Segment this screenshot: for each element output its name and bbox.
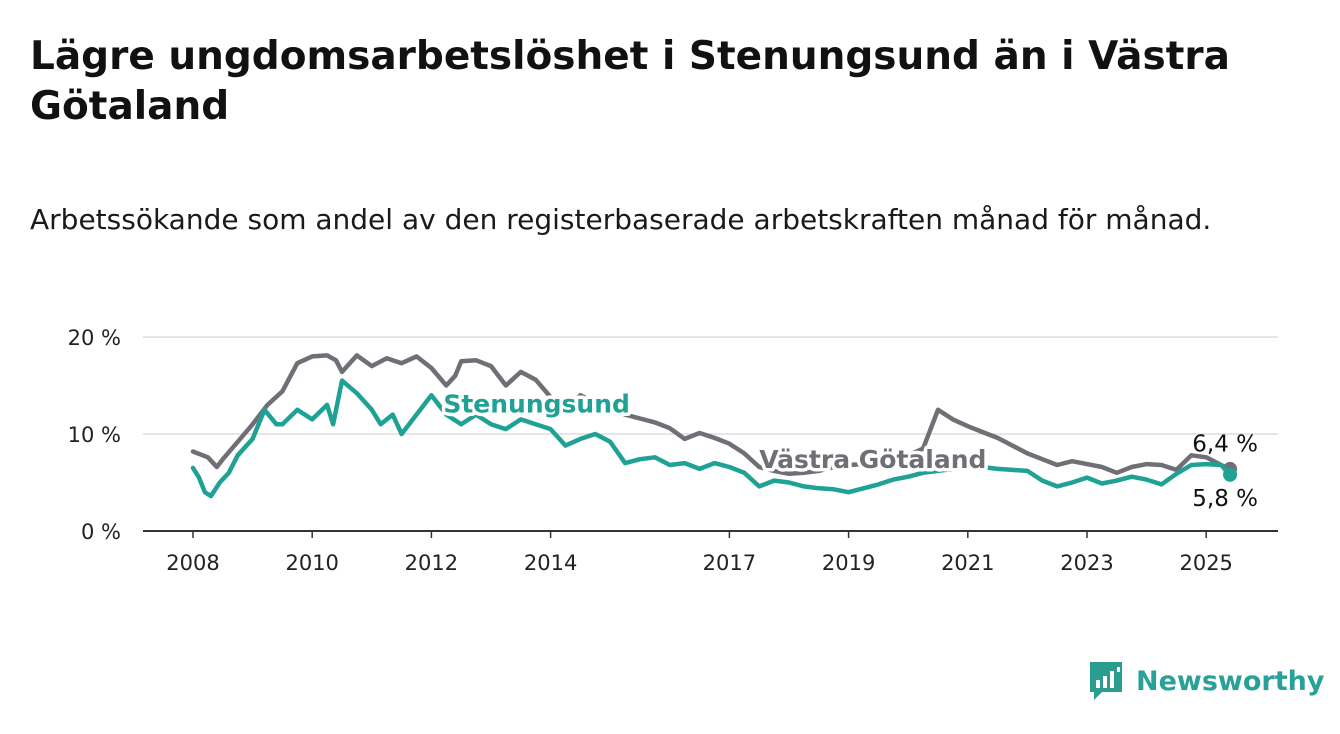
series-label-vastra-gotaland: Västra Götaland <box>759 445 986 474</box>
y-tick-label: 10 % <box>68 423 121 447</box>
x-axis-ticks: 2008 2010 2012 2014 2017 2019 2021 2023 2025 <box>166 531 1233 575</box>
x-tick-label: 2023 <box>1060 551 1113 575</box>
y-tick-label: 20 % <box>68 326 121 350</box>
series-line-stenungsund <box>190 378 1233 499</box>
newsworthy-logo: Newsworthy <box>1088 660 1324 702</box>
series-line-vastra-gotaland <box>190 353 1233 477</box>
y-tick-label: 0 % <box>81 520 121 544</box>
brand-name: Newsworthy <box>1136 665 1325 697</box>
end-point-stenungsund <box>1223 467 1238 482</box>
x-tick-label: 2017 <box>703 551 756 575</box>
grid-lines <box>143 336 1278 435</box>
x-tick-label: 2021 <box>941 551 994 575</box>
x-tick-label: 2012 <box>405 551 458 575</box>
y-axis-ticks: 0 % 10 % 20 % <box>68 326 121 544</box>
series-label-stenungsund: Stenungsund <box>443 390 630 419</box>
bar-chart-speech-bubble-icon <box>1090 662 1122 700</box>
end-value-label-stenungsund: 5,8 % <box>1192 486 1258 512</box>
chart-subtitle: Arbetssökande som andel av den registerb… <box>30 203 1212 236</box>
x-tick-label: 2019 <box>822 551 875 575</box>
end-value-label-vastra-gotaland: 6,4 % <box>1192 431 1258 457</box>
series-lines <box>190 353 1238 499</box>
chart-title: Lägre ungdomsarbetslöshet i Stenungsund … <box>30 34 1230 129</box>
x-tick-label: 2008 <box>166 551 219 575</box>
x-tick-label: 2014 <box>524 551 577 575</box>
x-tick-label: 2010 <box>285 551 338 575</box>
x-tick-label: 2025 <box>1179 551 1232 575</box>
